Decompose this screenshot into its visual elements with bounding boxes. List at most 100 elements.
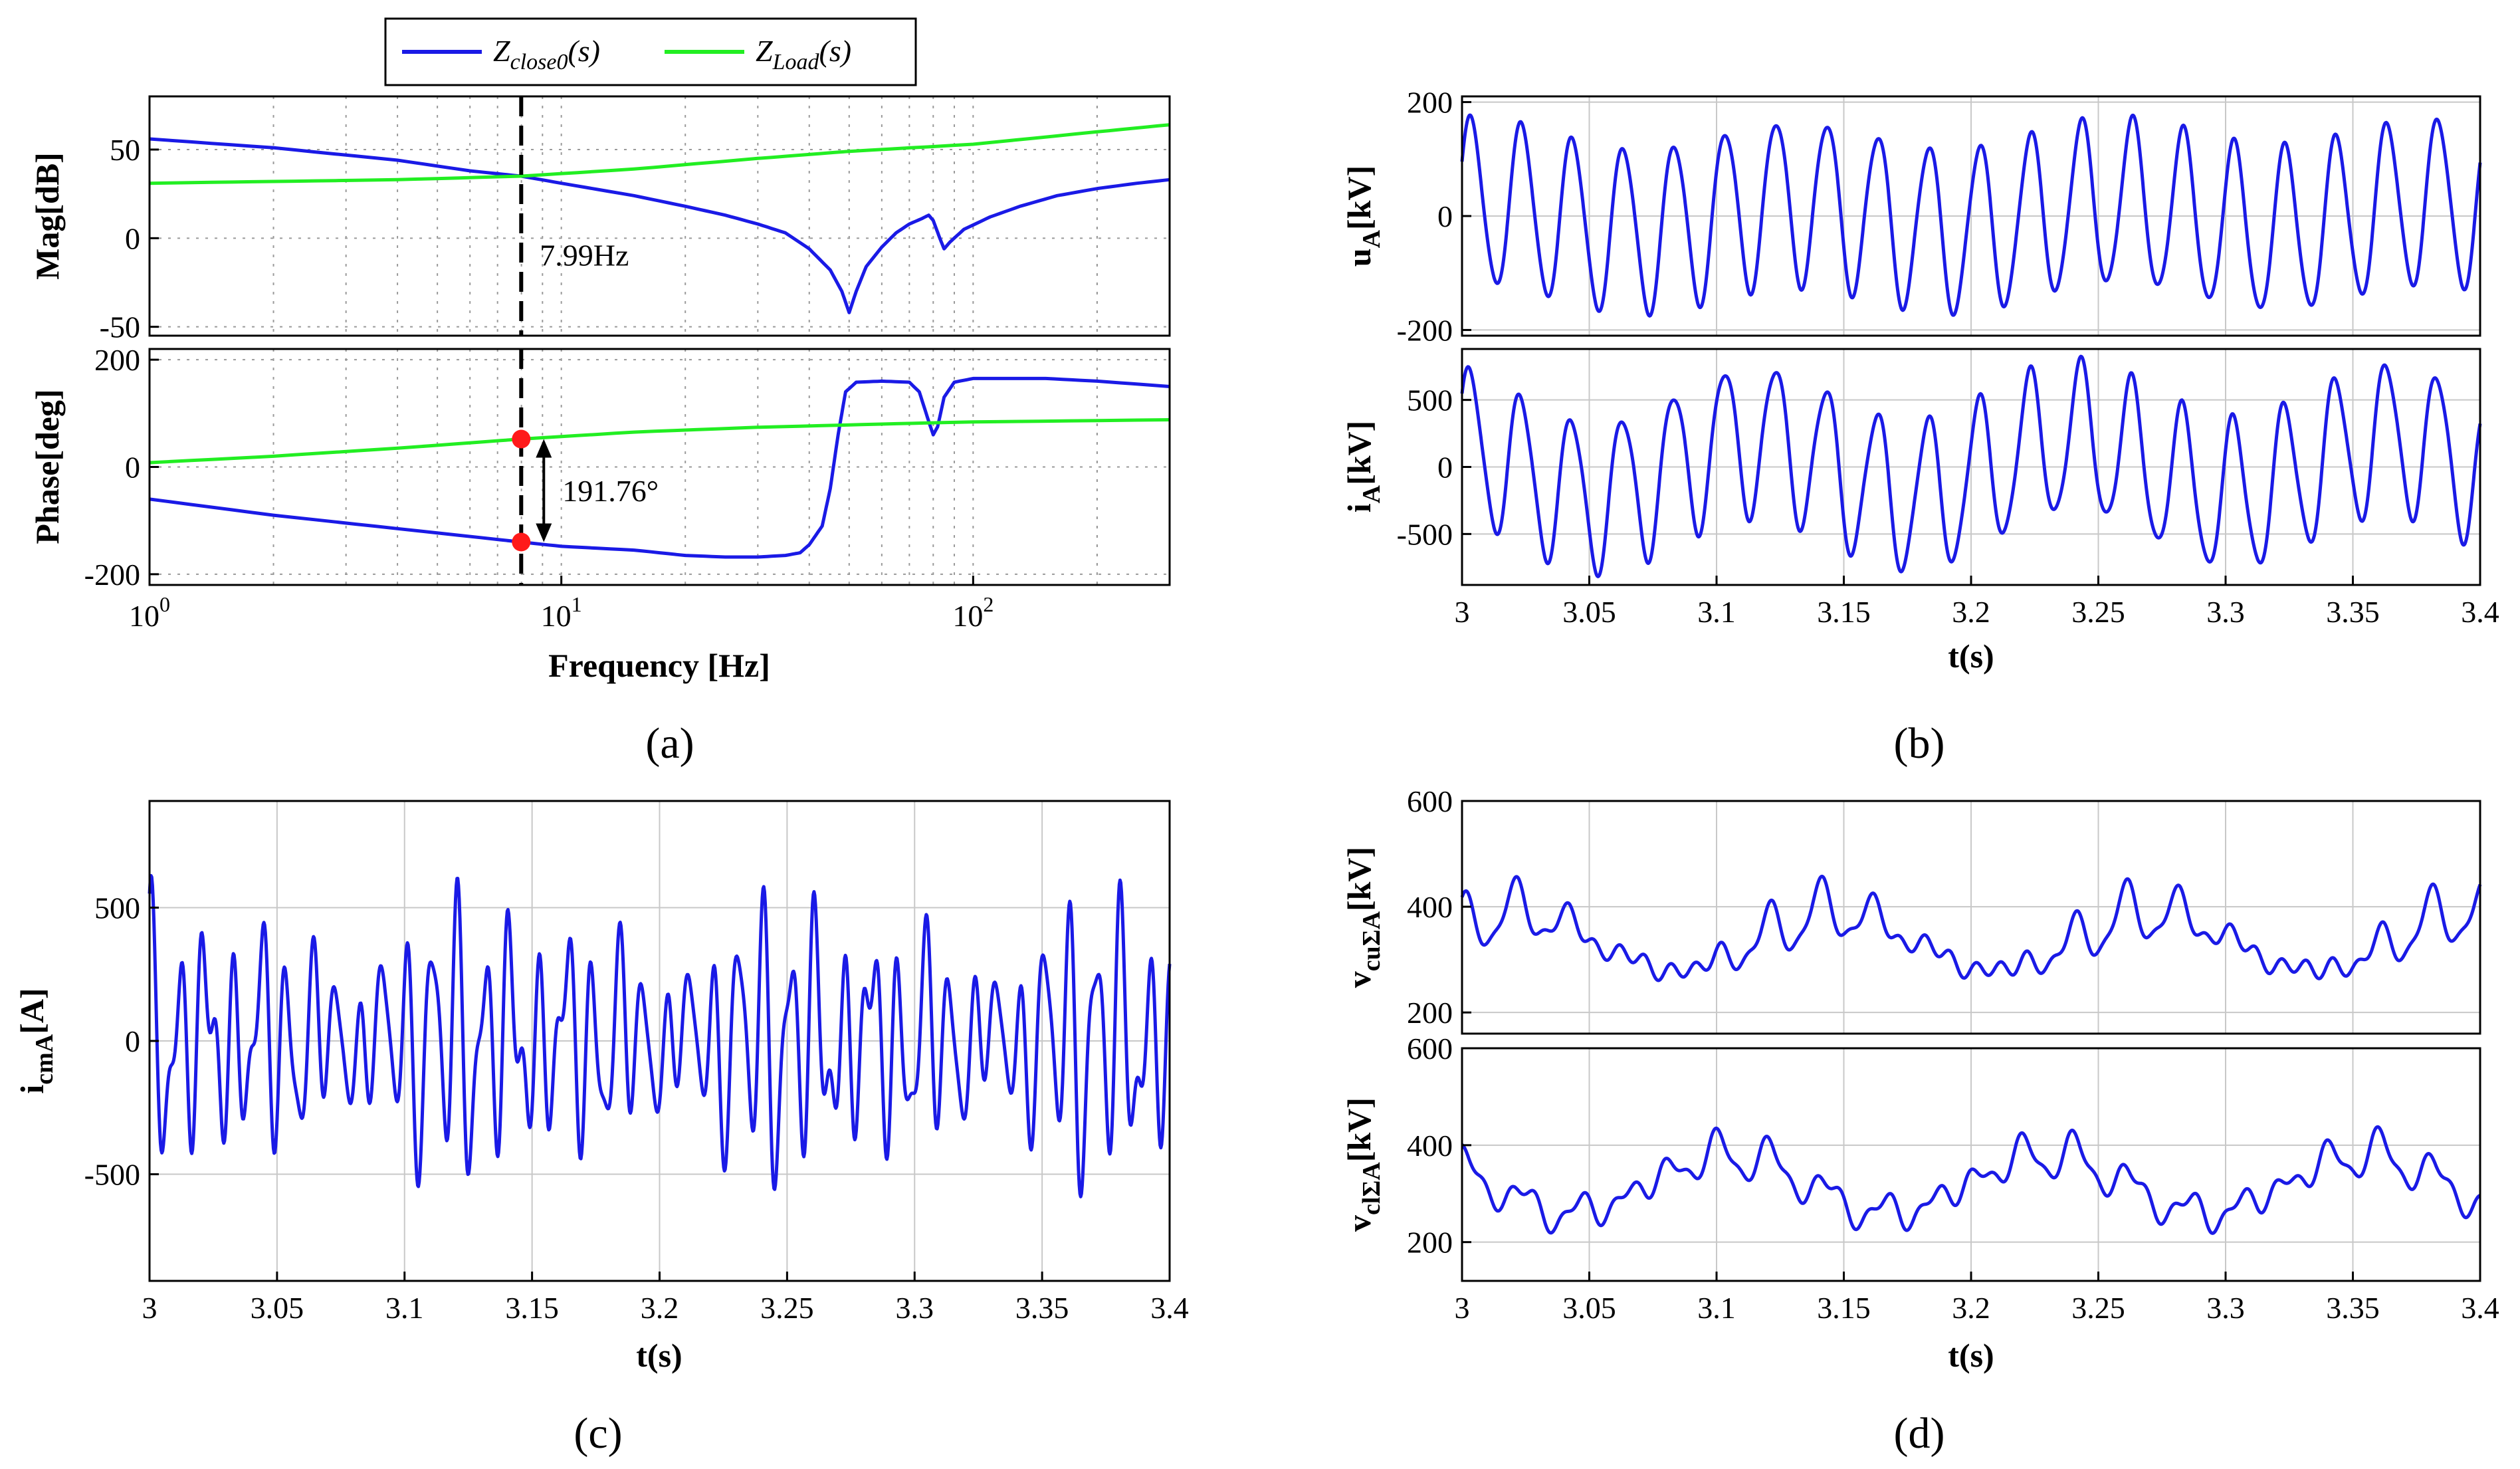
y-tick-label: 0 (1437, 451, 1453, 485)
d-xticks: 3 3.05 3.1 3.15 3.2 3.25 3.3 3.35 3.4 (1455, 1272, 2499, 1325)
b-upper-yticks: 200 0 -200 (1397, 86, 1471, 347)
x-tick-label: 3.25 (760, 1291, 814, 1325)
x-tick-label: 3.3 (2206, 595, 2245, 629)
y-tick-label: -200 (1397, 313, 1453, 347)
x-tick-label: 3.35 (1015, 1291, 1069, 1325)
series-line-Z_Load(s) (149, 123, 1170, 185)
x-tick-label: 3.4 (1150, 1291, 1189, 1325)
b-upper-ylabel: uA[kV] (1340, 166, 1386, 267)
x-tick-label: 3.05 (1562, 595, 1616, 629)
a-annotations: 7.99Hz 191.76° (512, 96, 659, 585)
a-mag-grid (150, 96, 1170, 336)
x-tick-label: 3.05 (1562, 1291, 1616, 1325)
x-tick-label: 3.1 (1697, 1291, 1736, 1325)
a-arrow-head-top (536, 439, 552, 458)
x-tick-label: 3.25 (2071, 1291, 2125, 1325)
y-tick-label: -500 (1397, 517, 1453, 551)
x-tick-label: 3.2 (1952, 595, 1990, 629)
a-phase-ylabel: Phase[deg] (29, 389, 66, 544)
y-tick-label: 600 (1407, 784, 1453, 818)
series-line-Z_close0(s) (149, 137, 1170, 314)
caption-d: (d) (1894, 1409, 1945, 1458)
a-marker-point-load (512, 429, 531, 449)
d-upper-axes-box (1461, 800, 2481, 1035)
d-lower-series (1461, 1125, 2481, 1235)
x-tick-label: 101 (541, 592, 582, 633)
series-line-(d) v_cuΣA (1460, 874, 2482, 982)
series-line-(b) u_A (1460, 113, 2482, 318)
x-tick-label: 100 (129, 592, 170, 633)
y-tick-label: -500 (84, 1158, 140, 1192)
caption-c: (c) (574, 1409, 622, 1458)
c-yticks: 500 0 -500 (84, 891, 159, 1192)
b-lower-grid (1461, 349, 2481, 585)
y-tick-label: 0 (125, 451, 140, 485)
y-tick-label: -200 (84, 558, 140, 592)
a-xlabel: Frequency [Hz] (548, 647, 770, 684)
y-tick-label: -50 (100, 310, 140, 344)
a-xticks: 100 101 102 (129, 576, 994, 633)
x-tick-label: 3.1 (385, 1291, 424, 1325)
series-line-Z_close0(s) (149, 376, 1170, 559)
x-tick-label: 3.4 (2461, 595, 2499, 629)
series-line-Z_Load(s) (149, 418, 1170, 465)
c-ylabel: icmA[A] (13, 988, 58, 1093)
y-tick-label: 0 (125, 1024, 140, 1058)
x-tick-label: 3.15 (1817, 1291, 1871, 1325)
c-xticks: 3 3.05 3.1 3.15 3.2 3.25 3.3 3.35 3.4 (142, 1272, 1189, 1325)
y-tick-label: 200 (1407, 1226, 1453, 1260)
y-tick-label: 500 (1407, 384, 1453, 417)
caption-b: (b) (1894, 719, 1945, 768)
d-upper-ylabel: vcuΣA[kV] (1340, 847, 1386, 988)
b-xticks: 3 3.05 3.1 3.15 3.2 3.25 3.3 3.35 3.4 (1455, 576, 2499, 629)
y-tick-label: 0 (1437, 199, 1453, 233)
y-tick-label: 200 (1407, 996, 1453, 1030)
a-mag-ylabel: Mag[dB] (29, 152, 66, 280)
y-tick-label: 0 (125, 221, 140, 255)
a-phase-grid (150, 349, 1170, 585)
y-tick-label: 400 (1407, 890, 1453, 924)
x-tick-label: 3.35 (2326, 595, 2380, 629)
a-mag-series (149, 123, 1170, 314)
c-xlabel: t(s) (636, 1337, 682, 1374)
d-upper-series (1460, 874, 2482, 982)
series-line-(d) v_clΣA (1461, 1125, 2481, 1235)
x-tick-label: 3 (1455, 1291, 1470, 1325)
a-phase-annotation: 191.76° (562, 474, 659, 508)
x-tick-label: 3.1 (1697, 595, 1736, 629)
x-tick-label: 3.2 (641, 1291, 679, 1325)
x-tick-label: 3.25 (2071, 595, 2125, 629)
a-arrow-head-bottom (536, 523, 552, 542)
x-tick-label: 3 (142, 1291, 158, 1325)
x-tick-label: 3 (1455, 595, 1470, 629)
x-tick-label: 3.4 (2461, 1291, 2499, 1325)
y-tick-label: 400 (1407, 1129, 1453, 1163)
x-tick-label: 3.35 (2326, 1291, 2380, 1325)
a-marker-point-close0 (512, 532, 531, 552)
b-lower-yticks: 500 0 -500 (1397, 384, 1471, 551)
a-legend: Zclose0(s) ZLoad(s) (384, 17, 917, 86)
caption-a: (a) (645, 719, 694, 768)
b-upper-grid (1461, 96, 2481, 336)
panel-b: 200 0 -200 uA[kV] 500 0 -500 iA[kV] 3 3.05 3.1… (1340, 86, 2499, 768)
y-tick-label: 600 (1407, 1032, 1453, 1066)
x-tick-label: 3.15 (505, 1291, 559, 1325)
c-series (148, 873, 1172, 1198)
d-lower-yticks: 600 400 200 (1407, 1032, 1471, 1260)
b-xlabel: t(s) (1948, 637, 1994, 675)
y-tick-label: 50 (110, 133, 140, 167)
a-mag-axes-box (148, 95, 1171, 337)
d-upper-yticks: 600 400 200 (1407, 784, 1471, 1030)
x-tick-label: 3.05 (251, 1291, 304, 1325)
b-lower-ylabel: iA[kV] (1340, 421, 1386, 513)
d-upper-grid (1461, 800, 2481, 1034)
series-line-(c) i_cmA (148, 873, 1172, 1198)
series-line-(b) i_A (1460, 354, 2482, 578)
x-tick-label: 3.3 (2206, 1291, 2245, 1325)
d-xlabel: t(s) (1948, 1337, 1994, 1374)
d-lower-grid (1461, 1048, 2481, 1281)
